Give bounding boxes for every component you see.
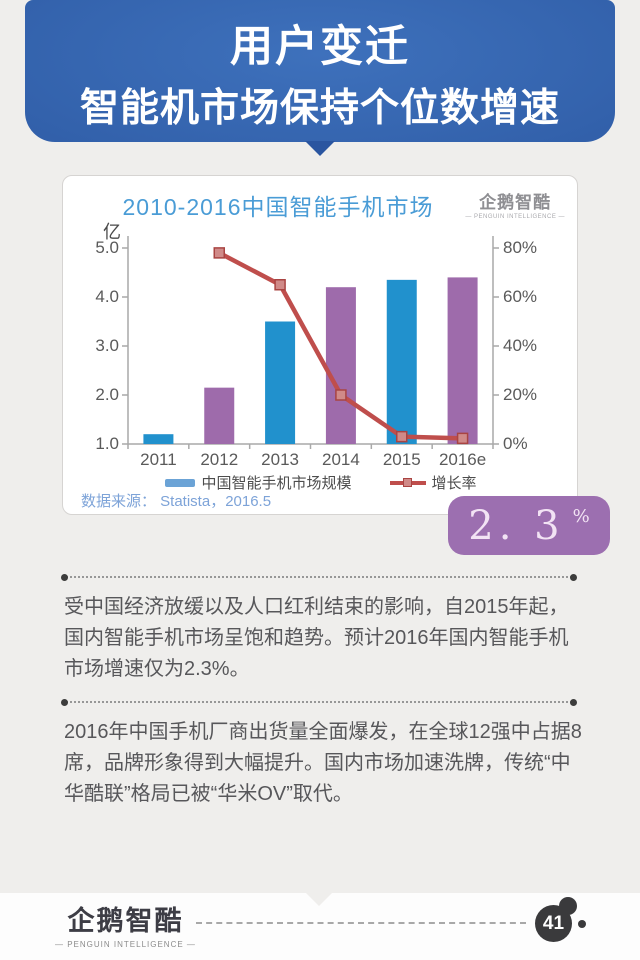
divider-endpoint-icon [61, 574, 68, 581]
chart-title: 2010-2016中国智能手机市场 [122, 194, 434, 220]
x-axis-label: 2011 [140, 450, 177, 469]
x-axis-label: 2016e [438, 450, 487, 469]
legend-item-bar-series: 中国智能手机市场规模 [165, 472, 352, 493]
brand-logo-tagline: — PENGUIN INTELLIGENCE — [465, 214, 565, 220]
dotted-divider [61, 574, 577, 581]
legend-label-line: 增长率 [431, 475, 477, 492]
x-axis-label: 2014 [321, 450, 360, 469]
dotted-divider [61, 699, 577, 706]
y-axis-unit-label: 亿 [103, 222, 121, 242]
data-source-note: 数据来源： Statista，2016.5 [81, 493, 272, 510]
divider-endpoint-icon [570, 699, 577, 706]
page-footer: 企鹅智酷 — PENGUIN INTELLIGENCE — 41 [0, 893, 640, 960]
chart-card: 2010-2016中国智能手机市场 企鹅智酷 — PENGUIN INTELLI… [62, 175, 578, 515]
left-axis-tick: 4.0 [95, 287, 119, 306]
banner-pointer-icon [305, 141, 335, 156]
footer-pointer-icon [306, 893, 332, 906]
growth-stat-badge: 2. 3 % [448, 496, 610, 555]
brand-logo-text: 企鹅智酷 [479, 193, 552, 212]
right-axis-tick: 60% [503, 287, 538, 306]
x-axis-label: 2013 [261, 450, 299, 469]
right-axis-tick: 80% [503, 238, 538, 257]
chart-legend: 中国智能手机市场规模 增长率 [63, 472, 579, 493]
brand-logo: 企鹅智酷 — PENGUIN INTELLIGENCE — [465, 188, 565, 220]
page-subtitle: 智能机市场保持个位数增速 [79, 87, 560, 130]
header-banner: 用户变迁 智能机市场保持个位数增速 [25, 0, 615, 142]
right-axis-tick: 40% [503, 336, 538, 355]
legend-label-bar: 中国智能手机市场规模 [201, 475, 352, 492]
x-axis-label: 2015 [382, 450, 421, 469]
commentary-paragraph-2: 2016年中国手机厂商出货量全面爆发，在全球12强中占据8席，品牌形象得到大幅提… [64, 721, 582, 805]
legend-item-line-series: 增长率 [389, 472, 477, 493]
footer-dashed-line [196, 922, 526, 924]
right-axis-tick: 20% [503, 385, 538, 404]
badge-bubble-icon [559, 897, 577, 915]
divider-endpoint-icon [61, 699, 68, 706]
footer-logo-tagline: — PENGUIN INTELLIGENCE — [55, 940, 196, 949]
right-axis-tick: 0% [503, 434, 528, 453]
commentary-paragraph-1: 受中国经济放缓以及人口红利结束的影响，自2015年起，国内智能手机市场呈饱和趋势… [64, 596, 569, 680]
bar-series-swatch-icon [165, 478, 196, 487]
footer-logo: 企鹅智酷 — PENGUIN INTELLIGENCE — [55, 899, 196, 949]
footer-logo-text: 企鹅智酷 [67, 906, 184, 936]
x-axis-label: 2012 [200, 450, 239, 469]
chart-plot [122, 236, 499, 449]
divider-endpoint-icon [570, 574, 577, 581]
stat-unit: % [572, 506, 590, 527]
left-axis-tick: 1.0 [95, 434, 119, 453]
line-series-swatch-icon [389, 477, 426, 487]
stat-value: 2. 3 [468, 502, 565, 549]
left-axis-tick: 2.0 [95, 385, 119, 404]
page-title: 用户变迁 [230, 23, 410, 71]
left-axis-tick: 5.0 [95, 238, 119, 257]
left-axis-tick: 3.0 [95, 336, 119, 355]
badge-dot-icon [578, 920, 586, 928]
